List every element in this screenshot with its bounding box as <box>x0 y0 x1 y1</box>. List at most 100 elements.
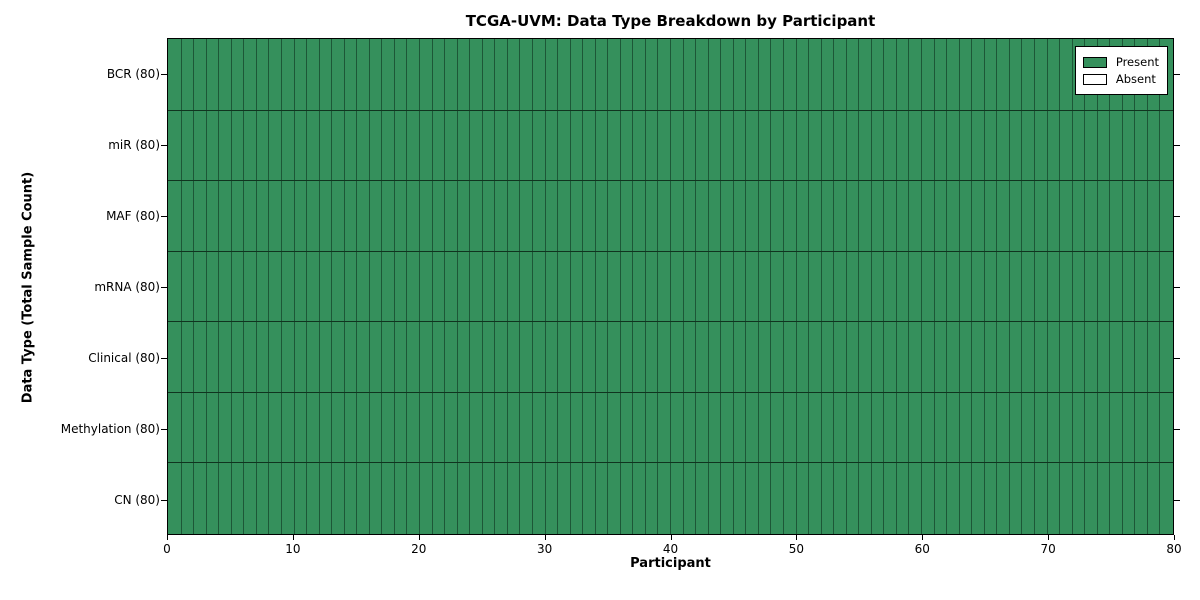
cell-edge <box>921 39 922 534</box>
cell-edge <box>1084 39 1086 534</box>
cell-edge <box>1121 39 1123 534</box>
x-tick-label: 50 <box>788 542 805 556</box>
x-tick-mark <box>418 535 420 540</box>
y-tick-label: CN (80) <box>114 492 160 507</box>
y-tick-mark <box>1174 357 1180 359</box>
cell-edge <box>757 39 759 534</box>
cell-edge <box>933 39 935 534</box>
cell-edge <box>732 39 734 534</box>
x-tick-mark <box>292 535 294 540</box>
cell-edge <box>381 39 383 534</box>
cell-edge <box>883 39 885 534</box>
y-tick-label: miR (80) <box>108 137 160 152</box>
y-axis-label: Data Type (Total Sample Count) <box>20 171 36 404</box>
y-tick-mark <box>161 428 167 430</box>
x-tick-mark <box>670 535 672 540</box>
cell-edge <box>343 39 345 534</box>
y-tick-label: Clinical (80) <box>88 350 160 365</box>
y-tick-mark <box>161 215 167 217</box>
cell-edge <box>644 39 646 534</box>
cell-edge <box>657 39 659 534</box>
cell-edge <box>720 39 722 534</box>
cell-edge <box>707 39 709 534</box>
cell-edge <box>745 39 747 534</box>
x-tick-label: 60 <box>914 542 930 556</box>
cell-edge <box>795 39 797 534</box>
cell-edge <box>808 39 810 534</box>
cell-edge <box>268 39 270 534</box>
cell-edge <box>1159 39 1161 534</box>
cell-edge <box>1109 39 1111 534</box>
cell-edge <box>494 39 496 534</box>
cell-edge <box>1008 39 1010 534</box>
cell-edge <box>895 39 897 534</box>
y-tick-mark <box>1174 499 1180 501</box>
x-axis-label: Participant <box>630 556 711 571</box>
cell-edge <box>230 39 232 534</box>
cell-edge <box>280 39 282 534</box>
cell-edge <box>557 39 559 534</box>
cell-edge <box>632 39 634 534</box>
row-separator <box>168 250 1173 252</box>
row-separator <box>168 180 1173 182</box>
cell-edge <box>971 39 973 534</box>
x-tick-mark <box>1048 535 1050 540</box>
cell-edge <box>670 39 671 534</box>
row-separator <box>168 391 1173 393</box>
cell-edge <box>531 39 533 534</box>
chart-title: TCGA-UVM: Data Type Breakdown by Partici… <box>465 12 876 30</box>
x-tick-label: 30 <box>536 542 553 556</box>
cell-edge <box>569 39 571 534</box>
cell-edge <box>1096 39 1098 534</box>
cell-edge <box>1033 39 1035 534</box>
cell-edge <box>946 39 948 534</box>
y-tick-mark <box>161 357 167 359</box>
row-separator <box>168 462 1173 464</box>
cell-edge <box>193 39 195 534</box>
y-tick-mark <box>1174 73 1180 75</box>
cell-edge <box>419 39 420 534</box>
cell-edge <box>1046 39 1048 534</box>
legend: Present Absent <box>1074 46 1168 95</box>
cell-edge <box>506 39 508 534</box>
row-separator <box>168 109 1173 111</box>
x-tick-mark <box>1174 535 1175 540</box>
x-tick-label: 40 <box>662 542 679 556</box>
y-tick-mark <box>161 499 167 501</box>
cell-edge <box>695 39 697 534</box>
cell-edge <box>368 39 370 534</box>
cell-edge <box>218 39 220 534</box>
cell-edge <box>544 39 546 534</box>
cell-edge <box>996 39 998 534</box>
y-tick-mark <box>161 286 167 288</box>
cell-edge <box>908 39 910 534</box>
cell-edge <box>870 39 872 534</box>
cell-edge <box>833 39 835 534</box>
y-tick-mark <box>1174 215 1180 217</box>
y-tick-label: mRNA (80) <box>94 279 160 294</box>
y-tick-label: MAF (80) <box>106 208 160 223</box>
cell-edge <box>820 39 822 534</box>
x-tick-label: 0 <box>163 542 171 556</box>
x-tick-mark <box>544 535 546 540</box>
y-tick-mark <box>1174 144 1180 146</box>
cell-edge <box>607 39 609 534</box>
cell-edge <box>255 39 257 534</box>
cell-edge <box>682 39 684 534</box>
cell-edge <box>293 39 295 534</box>
x-tick-label: 20 <box>411 542 427 556</box>
x-tick-label: 70 <box>1040 542 1056 556</box>
cell-edge <box>519 39 521 534</box>
cell-edge <box>845 39 847 534</box>
cell-edge <box>594 39 596 534</box>
cell-edge <box>431 39 433 534</box>
cell-edge <box>1134 39 1136 534</box>
present-swatch <box>1082 56 1107 68</box>
cell-edge <box>770 39 772 534</box>
x-tick-label: 10 <box>285 542 301 556</box>
y-tick-label: BCR (80) <box>106 66 160 81</box>
legend-label-present: Present <box>1115 55 1159 69</box>
cell-edge <box>958 39 960 534</box>
y-tick-mark <box>1174 286 1180 288</box>
